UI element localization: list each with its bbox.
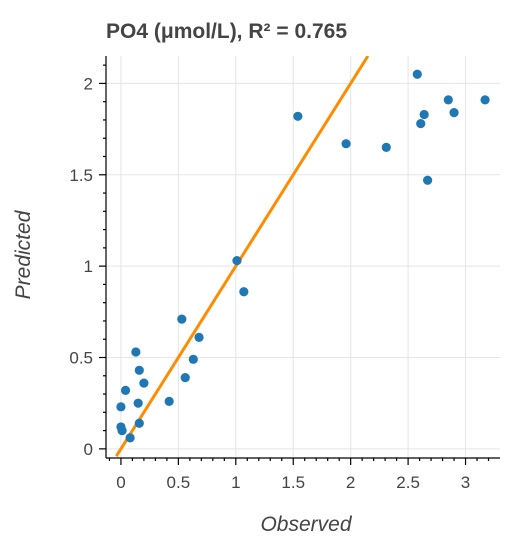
x-tick-label: 2.5 — [396, 473, 420, 492]
data-point — [177, 314, 187, 324]
data-point — [131, 347, 141, 357]
data-point — [134, 418, 144, 428]
data-point — [180, 373, 190, 383]
fit-line — [115, 56, 370, 457]
y-tick-label: 1 — [84, 257, 93, 276]
data-point — [133, 398, 143, 408]
data-point — [341, 139, 351, 149]
y-tick-label: 2 — [84, 74, 93, 93]
data-point — [139, 378, 149, 388]
x-tick-label: 0 — [116, 473, 125, 492]
y-axis-label: Predicted — [12, 209, 35, 299]
data-point — [416, 119, 426, 129]
points-layer — [116, 69, 490, 443]
data-point — [239, 287, 249, 297]
data-point — [194, 332, 204, 342]
data-point — [423, 175, 433, 185]
data-point — [419, 109, 429, 120]
fit-line-layer — [115, 56, 370, 457]
data-point — [443, 95, 453, 105]
data-point — [449, 108, 459, 118]
data-point — [120, 385, 131, 395]
y-tick-label: 0 — [84, 440, 93, 459]
x-tick-label: 3 — [461, 473, 470, 492]
data-point — [412, 69, 422, 79]
data-point — [293, 111, 303, 121]
data-point — [116, 402, 126, 412]
data-point — [117, 425, 127, 436]
data-point — [232, 256, 242, 266]
y-tick-label: 1.5 — [69, 166, 93, 185]
data-point — [164, 396, 174, 406]
data-point — [125, 433, 135, 443]
x-tick-label: 2 — [346, 473, 355, 492]
chart-title: PO4 (μmol/L), R² = 0.765 — [106, 20, 347, 43]
axes: 0 0.5 1 1.5 2 2.5 3 0 0.5 1 1.5 2 — [69, 56, 500, 492]
data-point — [134, 365, 144, 375]
x-tick-label: 1.5 — [281, 473, 305, 492]
x-tick-label: 0.5 — [167, 473, 191, 492]
data-point — [480, 95, 490, 105]
x-axis-label: Observed — [260, 513, 352, 536]
data-point — [188, 354, 198, 364]
x-tick-label: 1 — [231, 473, 240, 492]
y-tick-label: 0.5 — [69, 349, 93, 368]
grid — [106, 56, 500, 458]
data-point — [381, 142, 391, 152]
